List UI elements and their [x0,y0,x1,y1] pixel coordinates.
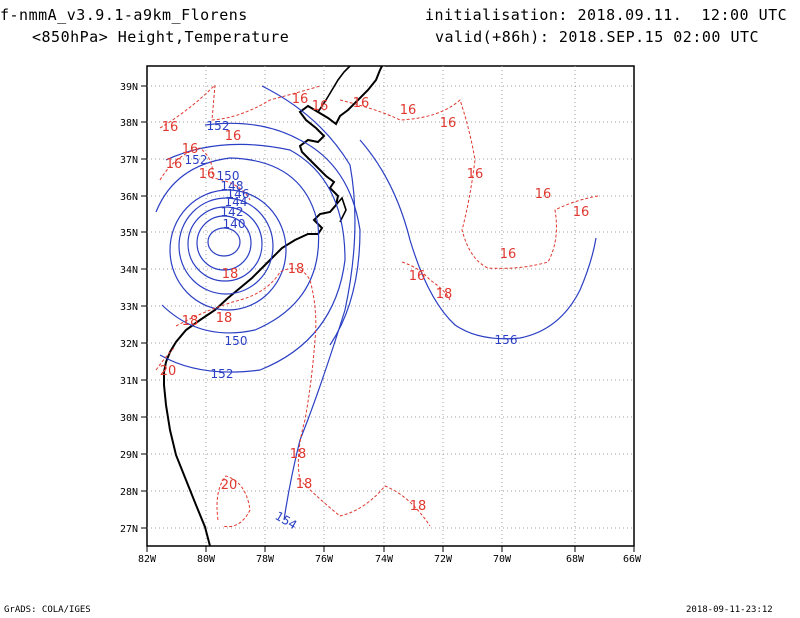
lat-label: 34N [120,265,138,276]
lat-label: 36N [120,192,138,203]
height-contour-152-north [204,122,361,346]
height-contour-140 [207,227,241,257]
height-contour-152 [159,143,346,373]
lat-label: 33N [120,302,138,313]
height-label: 150 [217,169,240,183]
height-label: 146 [227,187,250,201]
model-title: f-nmmA_v3.9.1-a9km_Florens [0,6,248,24]
height-contour-148 [169,189,287,311]
lon-label: 78W [256,554,275,565]
lat-label: 39N [120,82,138,93]
temperature-label: 16 [400,103,417,118]
lat-label: 29N [120,450,138,461]
temperature-label: 18 [182,314,199,329]
height-label: 150 [225,334,248,348]
lon-label: 82W [138,554,157,565]
temperature-label: 18 [290,447,307,462]
height-label: 142 [221,205,244,219]
temperature-label: 18 [216,311,233,326]
lat-label: 38N [120,118,138,129]
height-contour-150 [155,157,320,334]
temperature-label: 18 [436,287,453,302]
temperature-label: 18 [296,477,313,492]
lat-label: 32N [120,339,138,350]
temperature-labels: 16 16 16 16 16 16 16 16 16 16 16 16 16 1… [160,92,590,514]
temp-contour-16-loop [401,261,451,301]
height-label: 144 [225,195,248,209]
temperature-label: 16 [312,99,329,114]
lat-label: 31N [120,376,138,387]
temp-contour-16-west [159,147,251,201]
coastline-sound [335,196,347,223]
temperature-label: 20 [160,364,177,379]
height-contour-146 [178,197,274,295]
lon-label: 74W [375,554,394,565]
footer-timestamp: 2018-09-11-23:12 [686,605,773,615]
lon-label: 76W [315,554,334,565]
temperature-label: 16 [166,157,183,172]
temperature-label: 16 [353,96,370,111]
height-contour-154 [261,85,356,521]
footer-credit: GrADS: COLA/IGES [4,605,91,615]
temp-contour-16-northwest [159,83,321,129]
valid-time: valid(+86h): 2018.SEP.15 02:00 UTC [435,28,760,46]
temperature-label: 18 [222,267,239,282]
lat-label: 28N [120,487,138,498]
temperature-label: 16 [573,205,590,220]
lon-label: 80W [197,554,216,565]
temperature-label: 18 [288,262,305,277]
temperature-label: 18 [410,499,427,514]
height-label: 152 [185,153,208,167]
height-label: 154 [273,509,300,533]
height-contour-156 [359,139,597,340]
temperature-label: 16 [199,167,216,182]
height-label: 140 [223,217,246,231]
temperature-label: 16 [162,120,179,135]
temperature-label: 16 [440,116,457,131]
coastline-bay [317,65,351,113]
temperature-label: 16 [535,187,552,202]
height-label: 152 [207,119,230,133]
height-label: 148 [221,179,244,193]
temp-contour-20-coast [155,347,175,371]
temperature-label: 16 [500,247,517,262]
level-fields-title: <850hPa> Height,Temperature [32,28,290,46]
height-contour-142 [196,215,252,271]
temperature-label: 16 [467,167,484,182]
lon-label: 68W [566,554,585,565]
latitude-labels: 39N 38N 37N 36N 35N 34N 33N 32N 31N 30N … [120,82,138,535]
temp-contour-20-south [216,475,251,528]
initialisation-time: initialisation: 2018.09.11. 12:00 UTC [425,6,788,24]
lon-label: 70W [493,554,512,565]
temp-contour-18-west [175,267,431,527]
height-contour-144 [187,206,263,282]
temperature-label: 16 [292,92,309,107]
longitude-labels: 82W 80W 78W 76W 74W 72W 70W 68W 66W [138,554,642,565]
temperature-label: 16 [182,142,199,157]
lat-label: 30N [120,413,138,424]
height-label: 152 [211,367,234,381]
temperature-label: 16 [409,269,426,284]
height-label: 156 [495,333,518,347]
coastline [163,65,383,547]
lon-label: 72W [434,554,453,565]
height-contours [155,85,597,521]
lat-label: 27N [120,524,138,535]
temperature-label: 20 [221,478,238,493]
tick-marks [141,85,635,552]
temp-contour-16-east [339,99,599,269]
lat-label: 35N [120,228,138,239]
temperature-contours [155,83,599,528]
lon-label: 66W [623,554,642,565]
temperature-label: 16 [225,129,242,144]
lat-label: 37N [120,155,138,166]
